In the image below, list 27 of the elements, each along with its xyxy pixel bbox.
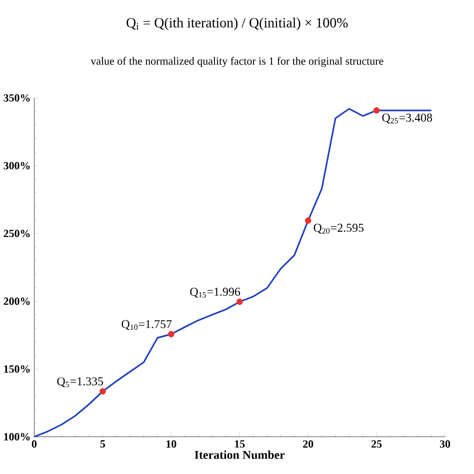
point [100,388,106,395]
text: Q$_{i}$ = Q(ith iteration) / Q(initial) × 100% [126,18,348,30]
x-tick-label: 25 [372,440,382,448]
x-tick-label: 20 [303,440,314,448]
y-tick-label: 150% [4,365,30,373]
point [168,331,174,338]
line-series [33,108,432,438]
x-tick-label: 15 [235,440,245,448]
x-tick-label: 0 [32,440,37,448]
point [304,218,312,224]
y-tick-label: 300% [4,162,30,170]
annotation: Q$_{25}$=3.408 [382,114,432,124]
point [373,107,380,114]
x-tick-label: 10 [166,440,176,448]
y-tick-label: 200% [4,298,30,306]
annotation: Q$_{20}$=2.595 [314,224,364,234]
y-tick-label: 100% [4,433,30,441]
annotation: Q$_{15}$=1.996 [190,288,240,298]
text: value of the normalized quality factor is 1 for the original structure [90,57,384,68]
x-axis-title: Iteration Number [194,450,285,460]
annotation: Q$_{5}$=1.335 [57,377,104,388]
x-tick-label: 30 [440,440,450,448]
y-tick-label: 350% [4,94,30,102]
y-tick-label: 250% [4,230,30,238]
annotation: Q$_{10}$=1.757 [122,320,172,330]
point [236,298,243,306]
x-tick-label: 5 [100,440,106,448]
